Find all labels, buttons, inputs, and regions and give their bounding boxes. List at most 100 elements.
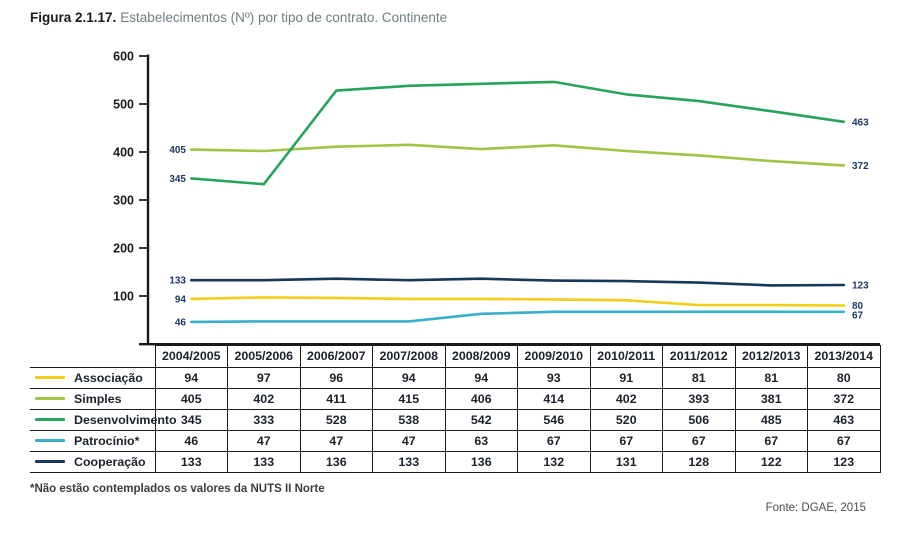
legend-label: Patrocínio* [74,434,140,448]
value-cell: 393 [662,388,736,410]
value-cell: 345 [154,409,228,431]
source-note: Fonte: DGAE, 2015 [765,502,866,514]
value-cell: 94 [154,367,228,389]
value-cell: 463 [807,409,881,431]
value-cell: 123 [807,451,881,473]
value-cell: 67 [589,430,663,452]
value-cell: 80 [807,367,881,389]
value-cell: 67 [807,430,881,452]
table-header-row: 2004/2005 2005/2006 2006/2007 2007/2008 2008… [30,345,881,368]
series-line-desenvolvimento [190,80,846,186]
value-cell: 546 [517,409,591,431]
figure-caption: Estabelecimentos (Nº) por tipo de contra… [120,10,448,25]
value-cell: 81 [662,367,736,389]
value-cell: 133 [227,451,301,473]
value-cell: 520 [589,409,663,431]
year-header: 2008/2009 [444,345,518,368]
value-cell: 46 [154,430,228,452]
y-tick-label: 300 [113,194,134,208]
y-tick-label: 100 [113,290,134,304]
series-line-associa-o [190,296,846,307]
figure-title: Figura 2.1.17. Estabelecimentos (Nº) por … [30,10,447,25]
series-line-patroc-nio- [190,310,846,324]
legend-cell: Simples [30,388,156,410]
value-cell: 415 [372,388,446,410]
legend-cell: Associação [30,367,156,389]
y-tick-label: 500 [113,98,134,112]
value-cell: 405 [154,388,228,410]
table-row: Associação 94 97 96 94 94 93 91 81 81 80 [30,367,881,389]
point-label: 405 [169,145,186,156]
line-chart: 100 200 300 400 500 600 405 345 133 94 46 463 372 123… [113,50,880,346]
point-label: 133 [169,276,186,287]
legend-cell: Desenvolvimento [30,409,177,431]
value-cell: 136 [444,451,518,473]
legend-label: Simples [74,392,122,406]
year-header: 2009/2010 [517,345,591,368]
legend-cell: Patrocínio* [30,430,156,452]
value-cell: 47 [227,430,301,452]
value-cell: 132 [517,451,591,473]
value-cell: 67 [662,430,736,452]
point-label: 463 [852,117,869,128]
data-table: 2004/2005 2005/2006 2006/2007 2007/2008 2008… [30,345,881,473]
value-cell: 485 [734,409,808,431]
value-cell: 93 [517,367,591,389]
year-header: 2011/2012 [662,345,736,368]
legend-label: Desenvolvimento [74,413,177,427]
legend-label: Cooperação [74,455,146,469]
value-cell: 47 [372,430,446,452]
value-cell: 372 [807,388,881,410]
table-row: Patrocínio* 46 47 47 47 63 67 67 67 67 67 [30,430,881,452]
year-header: 2013/2014 [807,345,881,368]
value-cell: 136 [299,451,373,473]
value-cell: 542 [444,409,518,431]
year-header: 2004/2005 [154,345,228,368]
value-cell: 94 [444,367,518,389]
value-cell: 333 [227,409,301,431]
year-header: 2010/2011 [589,345,663,368]
series-line-coopera-o [190,277,846,287]
table-row: Cooperação 133 133 136 133 136 132 131 128 122 123 [30,451,881,473]
value-cell: 538 [372,409,446,431]
figure-number: Figura 2.1.17. [30,10,117,25]
legend-line-swatch [35,417,65,421]
value-cell: 67 [517,430,591,452]
y-tick-label: 200 [113,242,134,256]
point-label: 123 [852,281,869,292]
value-cell: 47 [299,430,373,452]
value-cell: 122 [734,451,808,473]
point-label: 94 [175,294,187,305]
value-cell: 381 [734,388,808,410]
legend-line-swatch [35,459,65,463]
year-header: 2007/2008 [372,345,446,368]
value-cell: 63 [444,430,518,452]
value-cell: 133 [372,451,446,473]
point-label: 372 [852,161,869,172]
value-cell: 81 [734,367,808,389]
point-label: 67 [852,311,864,322]
legend-cell: Cooperação [30,451,156,473]
value-cell: 67 [734,430,808,452]
y-tick-label: 600 [113,50,134,64]
table-row: Desenvolvimento 345 333 528 538 542 546 520 506 4… [30,409,881,431]
legend-line-swatch [35,438,65,442]
value-cell: 506 [662,409,736,431]
value-cell: 414 [517,388,591,410]
value-cell: 528 [299,409,373,431]
value-cell: 133 [154,451,228,473]
value-cell: 406 [444,388,518,410]
table-corner-cell [30,346,155,368]
value-cell: 402 [589,388,663,410]
legend-line-swatch [35,396,65,400]
point-label: 46 [175,317,187,328]
footnote: *Não estão contemplados os valores da NU… [30,483,325,495]
value-cell: 402 [227,388,301,410]
value-cell: 131 [589,451,663,473]
year-header: 2005/2006 [227,345,301,368]
value-cell: 91 [589,367,663,389]
point-label: 345 [169,174,186,185]
value-cell: 128 [662,451,736,473]
value-cell: 94 [372,367,446,389]
value-cell: 96 [299,367,373,389]
